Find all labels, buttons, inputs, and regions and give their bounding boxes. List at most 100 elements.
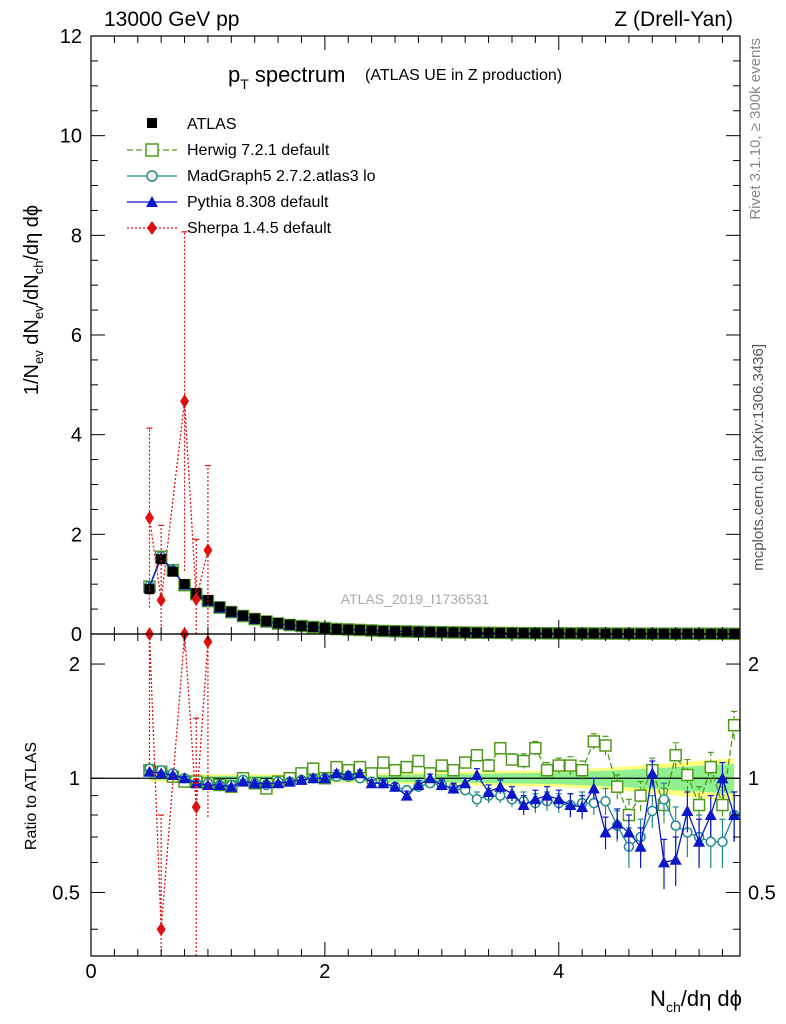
series-line-sherpa [148,633,209,930]
data-point [180,394,190,409]
data-point [564,799,577,811]
data-point [647,805,658,817]
data-point [716,772,729,784]
data-point [587,735,601,748]
plot-subtitle: (ATLAS UE in Z production) [365,67,562,84]
data-point [494,780,507,792]
data-point [260,777,273,789]
data-point [249,613,260,624]
legend-herwig-marker [145,143,159,157]
data-point [494,741,507,755]
analysis-watermark: ATLAS_2019_I1736531 [341,591,490,607]
data-point [191,799,201,814]
data-point [575,763,589,777]
series-sherpa [144,627,213,956]
data-point [388,763,402,777]
data-point [179,579,190,590]
data-point [517,799,530,811]
legend-atlas-label: ATLAS [187,116,237,133]
data-point [143,765,156,777]
ratio-plot-frame [90,633,741,957]
data-point [564,759,577,772]
data-point [425,627,436,638]
y-tick-label-right: 0.5 [748,882,776,904]
data-point [238,610,249,621]
data-point [458,756,472,769]
y-tick-label: 0.5 [52,882,80,904]
data-point [295,773,308,785]
data-point [529,793,542,805]
data-point [400,760,413,774]
data-point [634,789,647,802]
data-point [482,785,495,797]
data-point [505,787,518,799]
ratio-plot: 0.5 0.5 1 1 2 2 0 2 4 Ratio to ATLAS Nch/dη dϕ [23,627,776,1015]
data-point [517,754,530,768]
data-point [284,619,295,630]
data-point [459,777,472,789]
data-point [670,820,681,831]
data-point [552,793,565,805]
legend-item-herwig: Herwig 7.2.1 default [127,142,330,159]
data-point [542,628,553,639]
data-point [400,789,413,801]
data-point [657,856,670,868]
data-point [518,628,529,639]
data-point [296,621,307,632]
data-point [727,718,741,732]
data-point [692,798,706,812]
y-tick-label: 2 [71,524,82,546]
y-tick-label: 6 [71,325,82,347]
y-tick-label: 2 [69,654,80,676]
data-point [448,627,459,638]
legend-item-atlas: ATLAS [147,116,237,133]
data-point [261,616,272,627]
data-point [412,754,425,768]
data-point [447,763,460,777]
data-point [552,759,565,772]
data-point [412,778,425,790]
data-point [213,778,226,790]
data-point [447,782,460,794]
data-point [681,804,694,816]
legend-item-madgraph: MadGraph5 2.7.2.atlas3 lo [127,168,376,185]
legend-item-sherpa: Sherpa 1.4.5 default [127,220,332,237]
data-point [424,772,437,784]
data-point [156,554,167,565]
legend-atlas-marker [147,118,157,128]
data-point [540,763,554,777]
data-point [471,794,483,805]
rivet-label: Rivet 3.1.10, ≥ 300k events [747,38,764,220]
ratio-ylabel: Ratio to ATLAS [23,742,40,850]
data-point [576,800,589,812]
data-point [225,780,238,792]
data-point [178,772,191,784]
data-point [156,922,166,937]
data-point [693,835,706,847]
legend-madgraph-marker [146,170,158,182]
mcplots-label: mcplots.cern.ch [arXiv:1306.3436] [750,344,767,571]
legend-pythia-marker [146,196,158,207]
data-point [214,601,225,612]
header-energy: 13000 GeV pp [104,8,239,31]
data-point [470,768,483,780]
y-tick-label: 8 [71,225,82,247]
data-point [610,780,624,793]
data-point [482,759,495,772]
main-ylabel: 1/Nev dNev/dNch/dη dϕ [21,205,46,395]
data-point [318,772,331,784]
data-point [237,775,250,787]
data-point [495,627,506,638]
data-point [658,794,670,805]
data-point [669,853,682,865]
data-point [704,809,717,821]
data-point [681,768,694,782]
data-point [529,741,542,755]
y-tick-label: 1 [69,768,80,790]
data-point [705,836,717,848]
plot-title: pT spectrum [228,62,345,92]
series-sherpa [144,231,213,634]
data-point [389,780,402,792]
data-point [330,767,343,779]
